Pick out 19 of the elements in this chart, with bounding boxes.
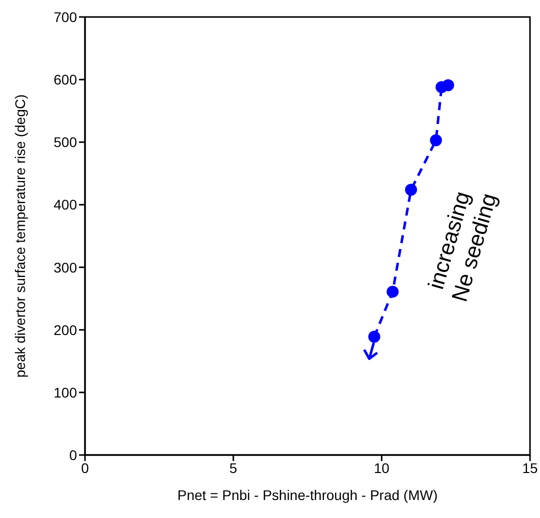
point bbox=[442, 79, 454, 92]
point bbox=[386, 286, 399, 298]
y-tick-label: 500 bbox=[54, 134, 78, 150]
point bbox=[405, 184, 418, 196]
x-tick-label: 5 bbox=[229, 460, 238, 476]
y-tick-label: 0 bbox=[69, 446, 78, 463]
x-tick-label: 15 bbox=[522, 460, 538, 476]
y-axis-title: peak divertor surface temperature rise (degC) bbox=[12, 94, 28, 378]
x-tick-label: 0 bbox=[81, 460, 90, 476]
y-tick-label: 200 bbox=[54, 322, 78, 338]
y-tick-label: 700 bbox=[54, 8, 78, 25]
x-axis-title: Pnet = Pnbi - Pshine-through - Prad (MW) bbox=[177, 487, 438, 503]
point bbox=[368, 330, 380, 343]
y-tick-label: 300 bbox=[54, 259, 78, 276]
y-tick-label: 400 bbox=[54, 196, 78, 213]
y-tick-label: 100 bbox=[54, 384, 78, 400]
x-tick-label: 10 bbox=[374, 460, 390, 476]
y-tick-label: 600 bbox=[54, 72, 78, 88]
point bbox=[430, 134, 442, 146]
